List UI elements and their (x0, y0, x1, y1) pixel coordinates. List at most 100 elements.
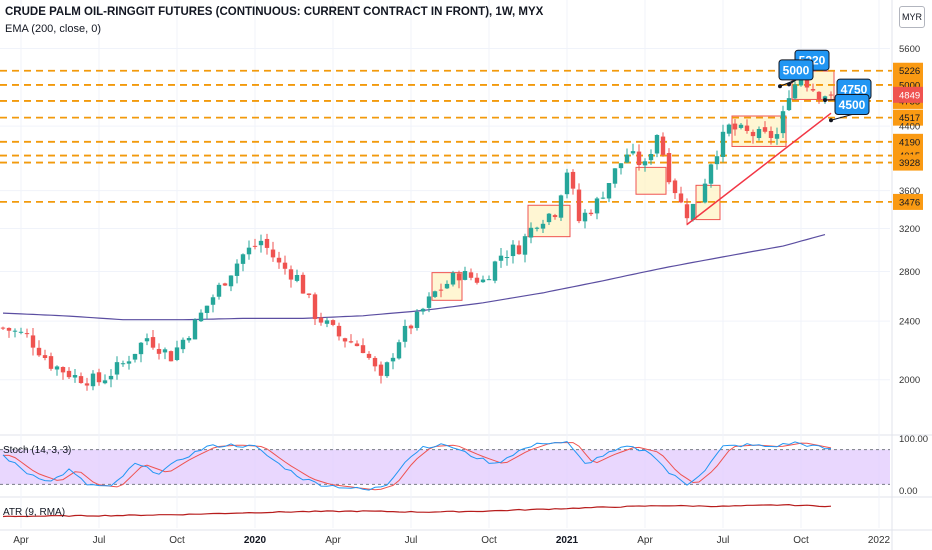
candlesticks[interactable] (0, 76, 834, 391)
callout-label: 4750 (841, 83, 868, 97)
candle-body (12, 330, 18, 332)
candle-body (222, 283, 228, 286)
candle-body (138, 342, 144, 355)
x-tick-label: Jul (93, 535, 106, 546)
x-tick-label: Jul (405, 535, 418, 546)
candle-body (384, 362, 390, 377)
candle-body (768, 130, 774, 138)
candle-body (804, 80, 810, 88)
candle-body (720, 131, 726, 157)
y-tick-label: 3200 (899, 224, 920, 235)
candle-body (546, 213, 552, 223)
candle-body (378, 364, 384, 376)
candle-body (144, 338, 150, 342)
candle-body (282, 262, 288, 269)
candle-body (0, 327, 6, 329)
candle-body (798, 78, 804, 86)
horizontal-levels: 522650004758451741904015392834764849 (0, 62, 923, 210)
candle-body (684, 204, 690, 219)
candle-body (690, 203, 696, 221)
candle-body (654, 134, 660, 154)
candle-body (474, 277, 480, 283)
candle-body (186, 338, 192, 341)
candle-body (120, 363, 126, 365)
candle-body (72, 375, 78, 378)
level-badge (893, 133, 923, 150)
callout-pointer (830, 114, 853, 121)
candle-body (276, 257, 282, 263)
x-tick-label: Oct (169, 535, 185, 546)
candle-body (756, 129, 762, 139)
candle-body (750, 131, 756, 137)
candle-body (228, 275, 234, 287)
candle-body (432, 291, 438, 297)
candle-body (336, 325, 342, 337)
candle-body (108, 375, 114, 380)
ema-200-line (2, 234, 826, 321)
candle-body (168, 351, 174, 362)
candle-body (528, 227, 534, 238)
candle-body (6, 327, 12, 331)
candle-body (642, 161, 648, 166)
candle-body (36, 347, 42, 356)
candle-body (792, 84, 798, 99)
candle-body (60, 367, 66, 373)
level-label: 4190 (899, 137, 920, 148)
candle-body (54, 366, 60, 370)
candle-body (570, 171, 576, 189)
stoch-band (0, 449, 890, 485)
y-tick-label: 4400 (899, 122, 920, 133)
y-tick-label: 5600 (899, 44, 920, 55)
candle-body (606, 183, 612, 199)
candle-body (600, 197, 606, 199)
candle-body (330, 320, 336, 325)
candle-body (420, 308, 426, 312)
candle-body (126, 361, 132, 364)
ema-legend[interactable]: EMA (200, close, 0) (5, 23, 101, 35)
candle-body (90, 373, 96, 387)
candle-body (810, 89, 816, 91)
candle-body (444, 283, 450, 289)
candle-body (558, 195, 564, 218)
y-tick-label: 2800 (899, 267, 920, 278)
candle-body (450, 272, 456, 285)
stochastic-pane (0, 441, 890, 491)
level-badge (893, 154, 923, 171)
candle-body (306, 293, 312, 295)
ema-path (2, 234, 826, 321)
candle-body (348, 341, 354, 343)
trendline[interactable] (686, 112, 832, 226)
candle-body (822, 96, 828, 100)
candle-body (480, 279, 486, 283)
candle-body (726, 124, 732, 134)
currency-badge[interactable]: MYR (899, 6, 925, 28)
candle-body (270, 249, 276, 258)
candle-body (636, 151, 642, 166)
y-tick-label: 2400 (899, 317, 920, 328)
stoch-tick-label: 100.00 (899, 434, 928, 445)
x-tick-label: 2022 (868, 535, 891, 546)
atr-legend[interactable]: ATR (9, RMA) (3, 507, 66, 518)
atr-pane (2, 503, 832, 518)
price-badge-label: 4849 (899, 90, 920, 101)
candle-body (390, 357, 396, 362)
stoch-legend[interactable]: Stoch (14, 3, 3) (3, 445, 72, 456)
candle-body (630, 151, 636, 154)
candle-body (816, 91, 822, 100)
candle-body (744, 125, 750, 131)
level-badge (893, 62, 923, 79)
price-callouts[interactable]: 5220500047504500 (778, 49, 872, 123)
candle-body (114, 362, 120, 375)
callout-anchor (823, 98, 827, 103)
candle-body (696, 202, 702, 204)
candle-body (588, 212, 594, 215)
stoch-k-line (2, 441, 832, 491)
candle-body (18, 331, 24, 333)
candle-body (786, 98, 792, 111)
candle-body (660, 136, 666, 155)
candle-body (192, 319, 198, 340)
candle-body (264, 238, 270, 248)
callout-label: 5000 (783, 63, 810, 77)
candle-body (762, 127, 768, 132)
